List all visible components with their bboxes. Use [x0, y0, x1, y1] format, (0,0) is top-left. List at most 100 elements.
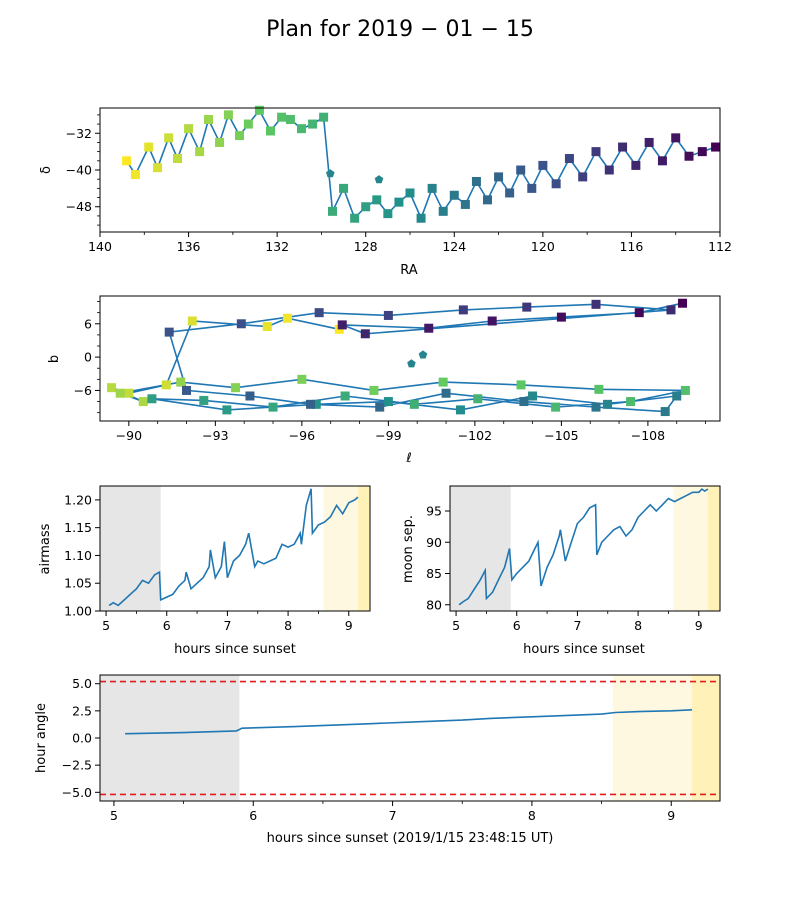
twilight-band — [323, 486, 358, 611]
dawn-band — [692, 675, 720, 801]
x-tick-label: 9 — [345, 618, 353, 633]
x-tick-label: 9 — [695, 618, 703, 633]
field-marker — [314, 308, 324, 318]
field-marker — [282, 313, 292, 323]
y-axis-label-moon-sep: moon sep. — [401, 515, 416, 583]
field-marker — [564, 154, 574, 164]
field-marker — [311, 399, 321, 409]
x-tick-label: 8 — [634, 618, 642, 633]
x-tick-label: −108 — [631, 428, 665, 443]
x-tick-label: −105 — [544, 428, 578, 443]
field-marker — [383, 209, 393, 219]
field-marker — [122, 156, 132, 166]
field-marker — [631, 160, 641, 170]
markers-radec — [122, 105, 721, 223]
plot-background — [100, 108, 720, 232]
field-marker — [438, 377, 448, 387]
y-tick-label: 0 — [84, 350, 92, 365]
field-marker — [204, 114, 213, 124]
field-marker — [657, 156, 667, 166]
field-marker — [460, 199, 470, 209]
field-marker — [360, 329, 370, 339]
x-tick-label: 6 — [249, 808, 257, 823]
field-marker — [644, 137, 654, 147]
field-marker — [375, 402, 385, 412]
panel-sky-radec: 140 136 132 128 124 120 116 112 −32 −40 −48 RA δ — [39, 105, 732, 278]
field-marker — [223, 110, 233, 120]
field-marker — [124, 388, 134, 398]
pointing-marker — [374, 175, 384, 184]
twilight-band — [612, 675, 693, 801]
field-marker — [680, 385, 690, 395]
x-tick-label: 120 — [531, 239, 555, 254]
dawn-band — [357, 486, 370, 611]
field-marker — [383, 310, 393, 320]
field-marker — [626, 397, 636, 407]
x-tick-label: 7 — [573, 618, 581, 633]
field-marker — [591, 402, 601, 412]
field-marker — [266, 126, 275, 136]
series-line — [458, 488, 709, 606]
field-marker — [618, 142, 628, 152]
field-marker — [455, 405, 465, 415]
x-tick-label: 116 — [619, 239, 643, 254]
field-marker — [339, 183, 349, 193]
y-tick-label: 1.00 — [64, 604, 92, 619]
y-axis-label-galactic: b — [47, 355, 62, 363]
field-marker — [666, 305, 676, 315]
field-marker — [527, 183, 537, 193]
field-marker — [487, 316, 497, 326]
y-tick-label: 2.5 — [72, 703, 92, 718]
field-marker — [416, 213, 426, 223]
plot-area-airmass — [100, 486, 370, 611]
axes-frame — [449, 485, 721, 612]
line-hour-angle — [100, 680, 720, 796]
field-marker — [409, 399, 419, 409]
panel-airmass: 5 6 7 8 9 1.00 1.05 1.10 1.15 1.20 hours since su… — [38, 485, 371, 657]
x-tick-label: 5 — [452, 618, 460, 633]
x-tick-label: 136 — [177, 239, 201, 254]
line-airmass — [108, 488, 359, 607]
field-marker — [328, 206, 337, 216]
x-tick-label: 124 — [442, 239, 466, 254]
pointing-marker — [326, 169, 335, 178]
x-tick-label: 112 — [708, 239, 732, 254]
night-band — [100, 675, 240, 801]
panel-moon-sep: 5 6 7 8 9 80 85 90 95 hours since sunset moon se… — [401, 485, 721, 657]
axes-frame — [99, 295, 721, 422]
field-marker — [441, 388, 451, 398]
field-marker — [173, 154, 182, 164]
pointing-marker — [407, 359, 416, 368]
axes-frame — [99, 674, 721, 802]
field-marker — [231, 383, 241, 393]
field-marker — [449, 190, 459, 200]
field-marker — [438, 206, 448, 216]
x-axis-label-galactic: ℓ — [405, 451, 411, 466]
night-band — [450, 486, 511, 611]
field-marker — [711, 142, 721, 152]
field-marker — [471, 176, 481, 186]
field-marker — [678, 298, 688, 308]
field-marker — [361, 202, 371, 212]
x-axis-label-airmass: hours since sunset — [174, 642, 296, 657]
twilight-band — [673, 486, 708, 611]
field-marker — [578, 172, 588, 182]
field-marker — [337, 320, 347, 330]
field-marker — [672, 391, 682, 401]
field-marker — [308, 119, 318, 129]
field-marker — [138, 397, 148, 407]
field-marker — [268, 402, 278, 412]
field-marker — [199, 395, 209, 405]
y-axis-label-hour-angle: hour angle — [34, 703, 49, 773]
figure-title: Plan for 2019 − 01 − 15 — [266, 17, 534, 42]
y-tick-label: 1.15 — [64, 520, 92, 535]
x-tick-label: −102 — [458, 428, 492, 443]
plot-area-radec — [100, 108, 720, 232]
field-marker — [538, 160, 548, 170]
y-tick-label: 1.05 — [64, 576, 92, 591]
y-tick-label: 90 — [426, 535, 442, 550]
field-marker — [483, 195, 492, 205]
field-marker — [176, 377, 186, 387]
field-marker — [405, 188, 415, 198]
field-marker — [369, 385, 379, 395]
